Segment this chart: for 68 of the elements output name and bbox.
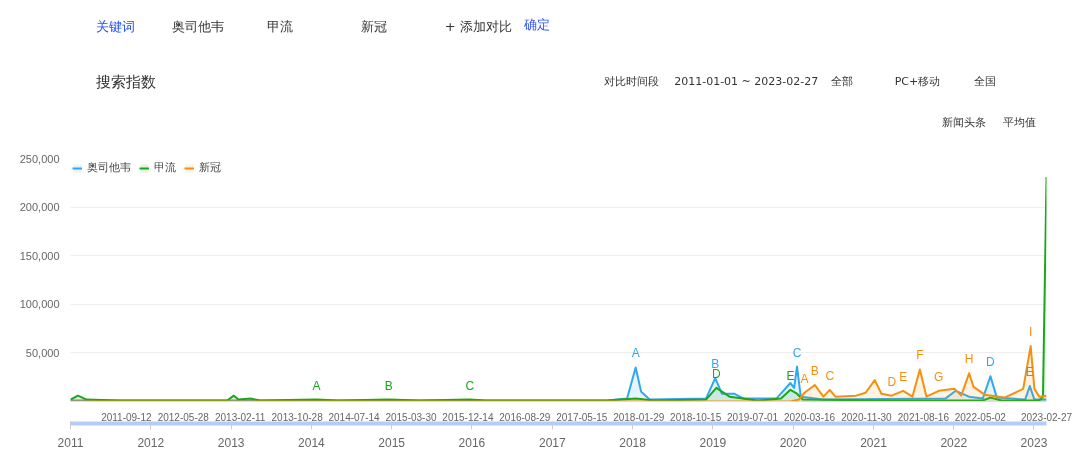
x-tick-label: 2015-12-14 bbox=[442, 411, 494, 423]
text: + 添加对比 bbox=[444, 19, 512, 34]
x2-tick-label: 2012 bbox=[137, 435, 165, 449]
x2-tick-label: 2023 bbox=[1020, 435, 1048, 449]
text: 确定 bbox=[523, 17, 551, 32]
annotation: H bbox=[964, 352, 974, 367]
legend-label: 新冠 bbox=[199, 160, 221, 175]
annotation: A bbox=[312, 378, 321, 393]
x2-tick-label: 2022 bbox=[940, 435, 968, 449]
legend-label: 甲流 bbox=[154, 160, 176, 175]
text: 2011-01-01 ~ 2023-02-27 bbox=[674, 75, 819, 88]
x-tick-label: 2011-09-12 bbox=[101, 411, 152, 423]
annotation: G bbox=[934, 369, 944, 384]
text: 全国 bbox=[974, 75, 997, 88]
x-tick-label: 2016-08-29 bbox=[499, 411, 551, 423]
x2-tick-label: 2021 bbox=[860, 435, 888, 449]
x-tick-label: 2023-02-27 bbox=[1020, 411, 1073, 423]
annotation: F bbox=[916, 348, 924, 363]
annotation: B bbox=[384, 378, 393, 393]
x-tick-label: 2013-10-28 bbox=[271, 411, 324, 423]
x-tick-label: 2020-11-30 bbox=[841, 411, 893, 423]
x2-tick-label: 2019 bbox=[699, 435, 727, 449]
text: PC+移动 bbox=[894, 75, 941, 88]
annotation: A bbox=[631, 346, 640, 361]
legend-label: 奥司他韦 bbox=[87, 160, 131, 175]
x-tick-label: 2017-05-15 bbox=[556, 411, 608, 423]
x2-tick-label: 2015 bbox=[378, 435, 406, 449]
text: 新闻头条 bbox=[941, 116, 986, 129]
x2-tick-label: 2014 bbox=[298, 435, 326, 449]
y-tick-label: 150,000 bbox=[19, 249, 60, 262]
x2-tick-label: 2020 bbox=[779, 435, 807, 449]
annotation: E bbox=[899, 369, 908, 384]
annotation: C bbox=[825, 368, 835, 383]
x2-tick-label: 2018 bbox=[619, 435, 647, 449]
text: 新冠 bbox=[361, 19, 388, 34]
text: 甲流 bbox=[266, 19, 293, 34]
x-tick-label: 2021-08-16 bbox=[897, 411, 950, 423]
x-tick-label: 2019-07-01 bbox=[727, 411, 779, 423]
annotation: E bbox=[786, 368, 795, 383]
x-tick-label: 2018-01-29 bbox=[613, 411, 665, 423]
y-tick-label: 100,000 bbox=[19, 298, 60, 311]
y-tick-label: 250,000 bbox=[19, 152, 60, 165]
x-tick-label: 2012-05-28 bbox=[157, 411, 210, 423]
text: 平均值 bbox=[1003, 116, 1037, 129]
annotation: D bbox=[986, 355, 996, 370]
x-tick-label: 2018-10-15 bbox=[670, 411, 722, 423]
x2-tick-label: 2011 bbox=[57, 435, 84, 449]
x-tick-label: 2015-03-30 bbox=[385, 411, 438, 423]
annotation: C bbox=[792, 345, 802, 360]
x2-tick-label: 2013 bbox=[217, 435, 245, 449]
x-tick-label: 2020-03-16 bbox=[783, 411, 836, 423]
y-tick-label: 50,000 bbox=[25, 346, 60, 359]
x-tick-label: 2022-05-02 bbox=[954, 411, 1007, 423]
x-tick-label: 2014-07-14 bbox=[328, 411, 381, 423]
text: 奥司他韦 bbox=[171, 19, 224, 34]
x-tick-label: 2013-02-11 bbox=[215, 411, 266, 423]
annotation: I bbox=[1029, 325, 1033, 340]
chart-title: 搜索指数 bbox=[95, 72, 156, 91]
annotation: A bbox=[800, 371, 809, 386]
annotation: B bbox=[810, 363, 819, 378]
x2-tick-label: 2017 bbox=[539, 435, 567, 449]
text: 关键词 bbox=[95, 19, 135, 34]
x2-tick-label: 2016 bbox=[458, 435, 486, 449]
annotation: C bbox=[465, 378, 475, 393]
text: 全部 bbox=[831, 75, 854, 88]
y-tick-label: 200,000 bbox=[19, 201, 60, 214]
annotation: D bbox=[887, 374, 897, 389]
text: 对比时间段 bbox=[603, 75, 659, 88]
